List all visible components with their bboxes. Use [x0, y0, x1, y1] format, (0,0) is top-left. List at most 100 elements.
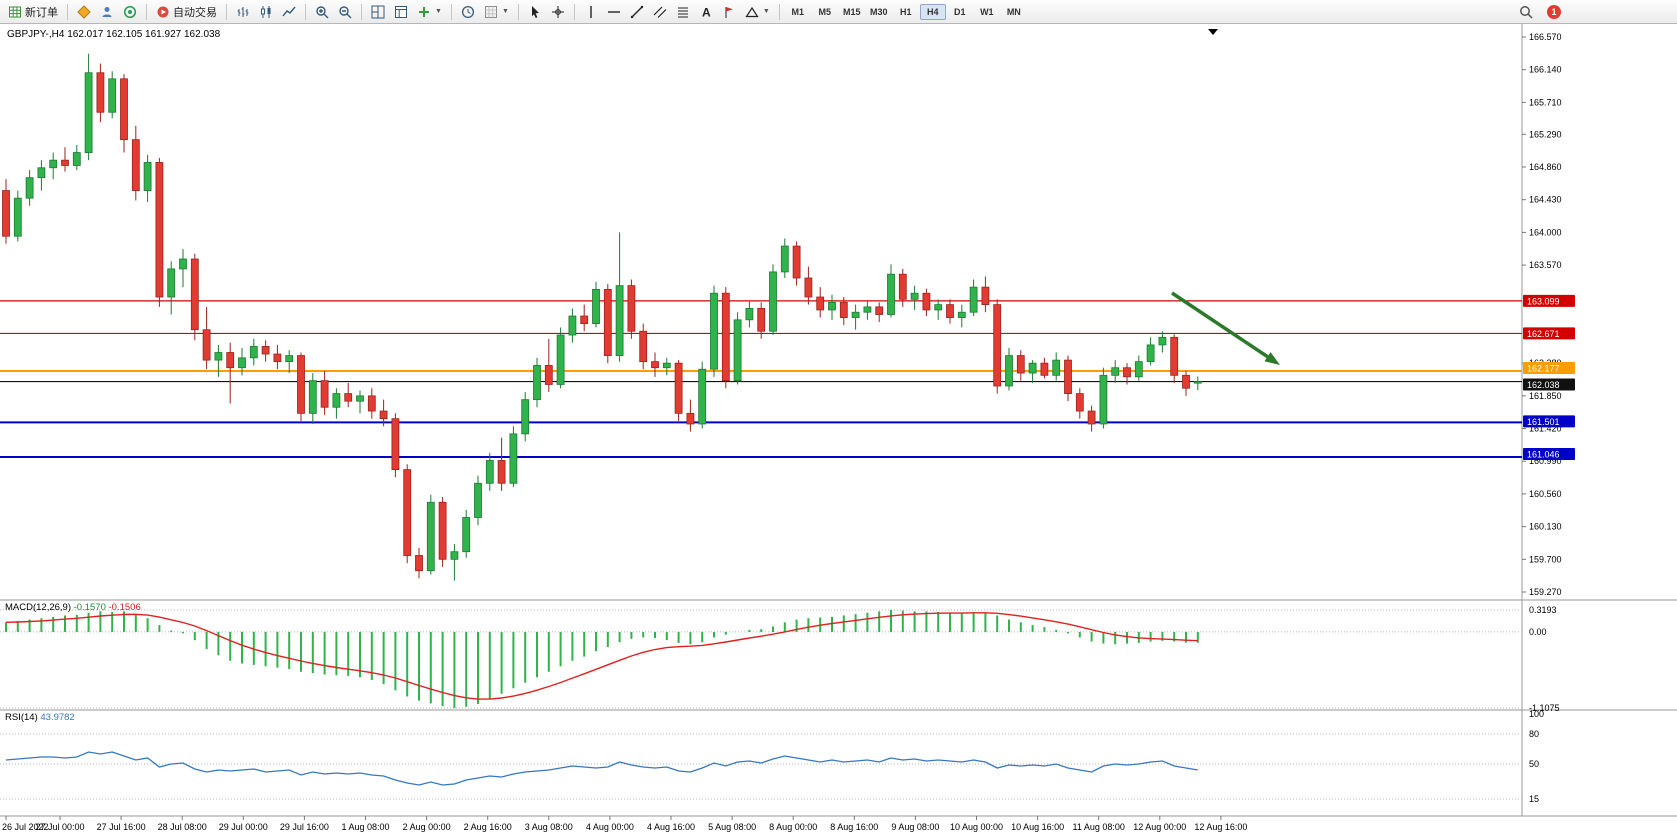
notification-badge[interactable]: 1 [1547, 4, 1561, 19]
macd-name: MACD(12,26,9) [5, 602, 71, 613]
toolbar-separator [305, 3, 306, 20]
price-tick-label: 161.850 [1529, 391, 1562, 401]
timeframe-w1[interactable]: W1 [980, 6, 994, 17]
time-tick-label: 12 Aug 00:00 [1133, 822, 1186, 832]
svg-text:162.177: 162.177 [1527, 363, 1560, 373]
price-tick-label: 164.860 [1529, 162, 1562, 172]
timeframe-h1[interactable]: H1 [900, 6, 912, 17]
timeframe-mn[interactable]: MN [1006, 6, 1021, 17]
profile-icon[interactable] [96, 1, 118, 23]
candles [2, 53, 1202, 581]
tile-windows-icon[interactable] [367, 1, 389, 23]
rsi-pane: 100 80 50 15 [0, 709, 1544, 804]
timeframe-m5[interactable]: M5 [818, 6, 832, 17]
toolbar-separator [517, 3, 519, 20]
price-tick-label: 159.270 [1529, 587, 1562, 597]
time-tick-label: 3 Aug 08:00 [525, 822, 573, 832]
time-tick-label: 9 Aug 08:00 [891, 822, 939, 832]
toolbar-separator [146, 3, 147, 20]
time-tick-label: 11 Aug 08:00 [1073, 822, 1125, 832]
macd-indicator-label: MACD(12,26,9) -0.1570 -0.1506 [5, 602, 141, 613]
shapes-icon[interactable]: ▼ [741, 1, 774, 23]
search-icon[interactable] [1515, 1, 1537, 23]
new-chart-icon[interactable] [73, 1, 95, 23]
price-tick-label: 160.560 [1529, 489, 1562, 499]
time-tick-label: 27 Jul 16:00 [97, 822, 146, 832]
time-tick-label: 4 Aug 00:00 [586, 822, 634, 832]
community-icon[interactable] [119, 1, 141, 23]
svg-text:161.046: 161.046 [1527, 449, 1560, 459]
price-tick-label: 160.130 [1529, 522, 1562, 532]
price-tick-label: 165.710 [1529, 97, 1562, 107]
macd-pane: 0.3193 0.00 -1.1075 [0, 605, 1560, 713]
text-icon[interactable]: A [695, 1, 717, 23]
price-tick-label: 159.700 [1529, 554, 1562, 564]
price-tick-label: 161.420 [1529, 424, 1562, 434]
price-badge-163.099 [1523, 294, 1575, 307]
indicators-icon[interactable]: ▼ [413, 1, 446, 23]
time-tick-label: 28 Jul 08:00 [158, 822, 207, 832]
toolbar: 新订单 自动交易 ▼ ▼ A ▼ M1 M5 M15 M30 H1 H4 D1 W1 MN 1 [0, 0, 1677, 24]
cursor-icon[interactable] [524, 1, 546, 23]
candlestick-chart-icon[interactable] [255, 1, 277, 23]
vertical-line-icon[interactable] [580, 1, 602, 23]
price-tick-label: 164.430 [1529, 195, 1562, 205]
chart-shift-marker[interactable] [1208, 29, 1218, 35]
fibonacci-icon[interactable] [672, 1, 694, 23]
rsi-level-label: 15 [1529, 794, 1539, 804]
timeframe-m1[interactable]: M1 [791, 6, 805, 17]
trend-arrow-annotation[interactable] [1171, 291, 1280, 365]
price-tick-label: 160.990 [1529, 456, 1562, 466]
toolbar-separator [573, 3, 575, 20]
price-badge-162.038 [1523, 378, 1575, 391]
macd-axis-label: 0.00 [1529, 627, 1547, 637]
price-axis[interactable]: 166.570 166.140 165.710 165.290 164.860 164.4… [1522, 32, 1575, 597]
bar-chart-icon[interactable] [232, 1, 254, 23]
rsi-name: RSI(14) [5, 712, 38, 723]
price-badge-162.177 [1523, 361, 1575, 374]
clock-icon[interactable] [457, 1, 479, 23]
new-order-button[interactable]: 新订单 [4, 1, 62, 23]
time-tick-label: 8 Aug 16:00 [830, 822, 878, 832]
time-tick-label: 1 Aug 08:00 [341, 822, 389, 832]
horizontal-line-icon[interactable] [603, 1, 625, 23]
timeframe-m30[interactable]: M30 [870, 6, 888, 17]
time-tick-label: 4 Aug 16:00 [647, 822, 695, 832]
zoom-in-icon[interactable] [311, 1, 333, 23]
trendline-icon[interactable] [626, 1, 648, 23]
toolbar-separator [361, 3, 362, 20]
price-tick-label: 166.140 [1529, 65, 1562, 75]
chart-canvas[interactable]: 166.570 166.140 165.710 165.290 164.860 164.4… [0, 24, 1677, 839]
timeframe-h4[interactable]: H4 [919, 3, 946, 20]
chart-workspace: 166.570 166.140 165.710 165.290 164.860 164.4… [0, 24, 1677, 839]
price-badge-162.671 [1523, 327, 1575, 340]
time-tick-label: 10 Aug 00:00 [950, 822, 1003, 832]
toolbar-separator [226, 3, 227, 20]
time-tick-label: 29 Jul 16:00 [280, 822, 329, 832]
autotrading-button[interactable]: 自动交易 [152, 1, 221, 23]
rsi-indicator-label: RSI(14) 43.9782 [5, 712, 75, 723]
svg-text:163.099: 163.099 [1527, 296, 1560, 306]
price-tick-label: 163.570 [1529, 260, 1562, 270]
crosshair-icon[interactable] [547, 1, 569, 23]
svg-text:162.038: 162.038 [1527, 380, 1560, 390]
timeframe-m15[interactable]: M15 [843, 6, 861, 17]
equidistant-channel-icon[interactable] [649, 1, 671, 23]
rsi-level-label: 50 [1529, 759, 1539, 769]
price-tick-label: 166.570 [1529, 32, 1562, 42]
line-chart-icon[interactable] [278, 1, 300, 23]
grid-icon[interactable]: ▼ [480, 1, 513, 23]
arrow-label-icon[interactable] [718, 1, 740, 23]
macd-axis-label: 0.3193 [1529, 605, 1557, 615]
svg-text:161.501: 161.501 [1527, 417, 1560, 427]
rsi-value: 43.9782 [40, 712, 75, 723]
timeframe-d1[interactable]: D1 [954, 6, 966, 17]
time-tick-label: 29 Jul 00:00 [219, 822, 268, 832]
macd-main-value: -0.1570 [73, 602, 106, 613]
time-tick-label: 2 Aug 00:00 [403, 822, 451, 832]
data-window-icon[interactable] [390, 1, 412, 23]
toolbar-right-cluster: 1 [1515, 1, 1561, 23]
zoom-out-icon[interactable] [334, 1, 356, 23]
toolbar-separator [778, 3, 780, 20]
